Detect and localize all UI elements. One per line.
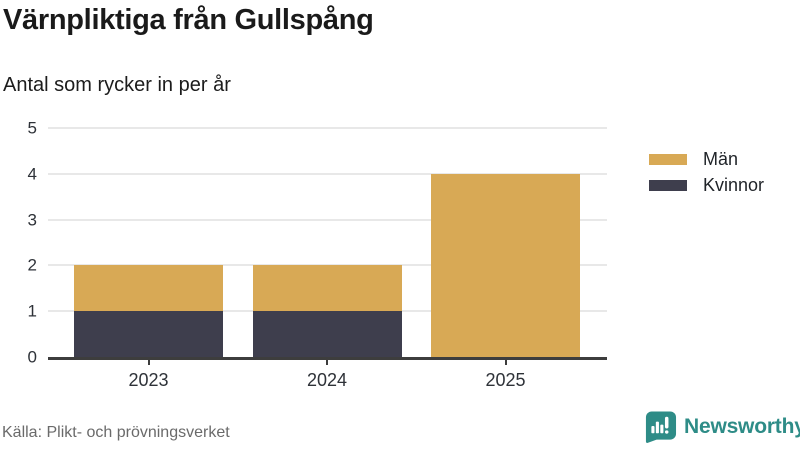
bar-män-2023 bbox=[74, 265, 223, 312]
x-axis-label: 2025 bbox=[485, 370, 526, 390]
y-axis-label: 5 bbox=[27, 118, 37, 138]
x-axis-tick bbox=[326, 360, 328, 365]
x-axis-label: 2024 bbox=[306, 370, 348, 390]
legend-label-man: Män bbox=[703, 148, 739, 169]
y-axis-label: 3 bbox=[27, 210, 37, 230]
legend-label-kvinnor: Kvinnor bbox=[703, 174, 765, 195]
newsworthy-bubble-chart-icon bbox=[644, 410, 677, 444]
source-text: Källa: Plikt- och prövningsverket bbox=[2, 424, 230, 441]
x-axis-tick bbox=[147, 360, 150, 365]
chart-subtitle: Antal som rycker in per år bbox=[3, 74, 231, 96]
legend-item-man: Män bbox=[649, 146, 764, 172]
x-axis-tick bbox=[504, 360, 507, 365]
page-title: Värnpliktiga från Gullspång bbox=[3, 4, 374, 36]
legend-swatch-kvinnor bbox=[649, 179, 687, 191]
gridline bbox=[48, 127, 607, 129]
x-axis-label: 2023 bbox=[128, 370, 169, 390]
gridline bbox=[48, 218, 607, 221]
legend: Män Kvinnor bbox=[649, 146, 764, 198]
y-axis-label: 0 bbox=[27, 347, 37, 367]
bar-kvinnor-2023 bbox=[74, 311, 223, 357]
newsworthy-wordmark: Newsworthy bbox=[684, 415, 800, 438]
y-axis-label: 1 bbox=[27, 301, 37, 321]
bar-kvinnor-2024 bbox=[252, 311, 402, 357]
gridline bbox=[48, 172, 607, 175]
newsworthy-logo[interactable]: Newsworthy bbox=[644, 410, 800, 444]
legend-item-kvinnor: Kvinnor bbox=[649, 172, 764, 198]
plot-area: 0 1 2 3 4 5 2023 2024 2025 bbox=[28, 120, 607, 390]
bar-män-2024 bbox=[252, 265, 402, 312]
legend-swatch-man bbox=[649, 153, 687, 165]
y-axis-label: 4 bbox=[27, 164, 37, 184]
y-axis-label: 2 bbox=[27, 255, 37, 275]
bar-män-2025 bbox=[431, 173, 580, 357]
